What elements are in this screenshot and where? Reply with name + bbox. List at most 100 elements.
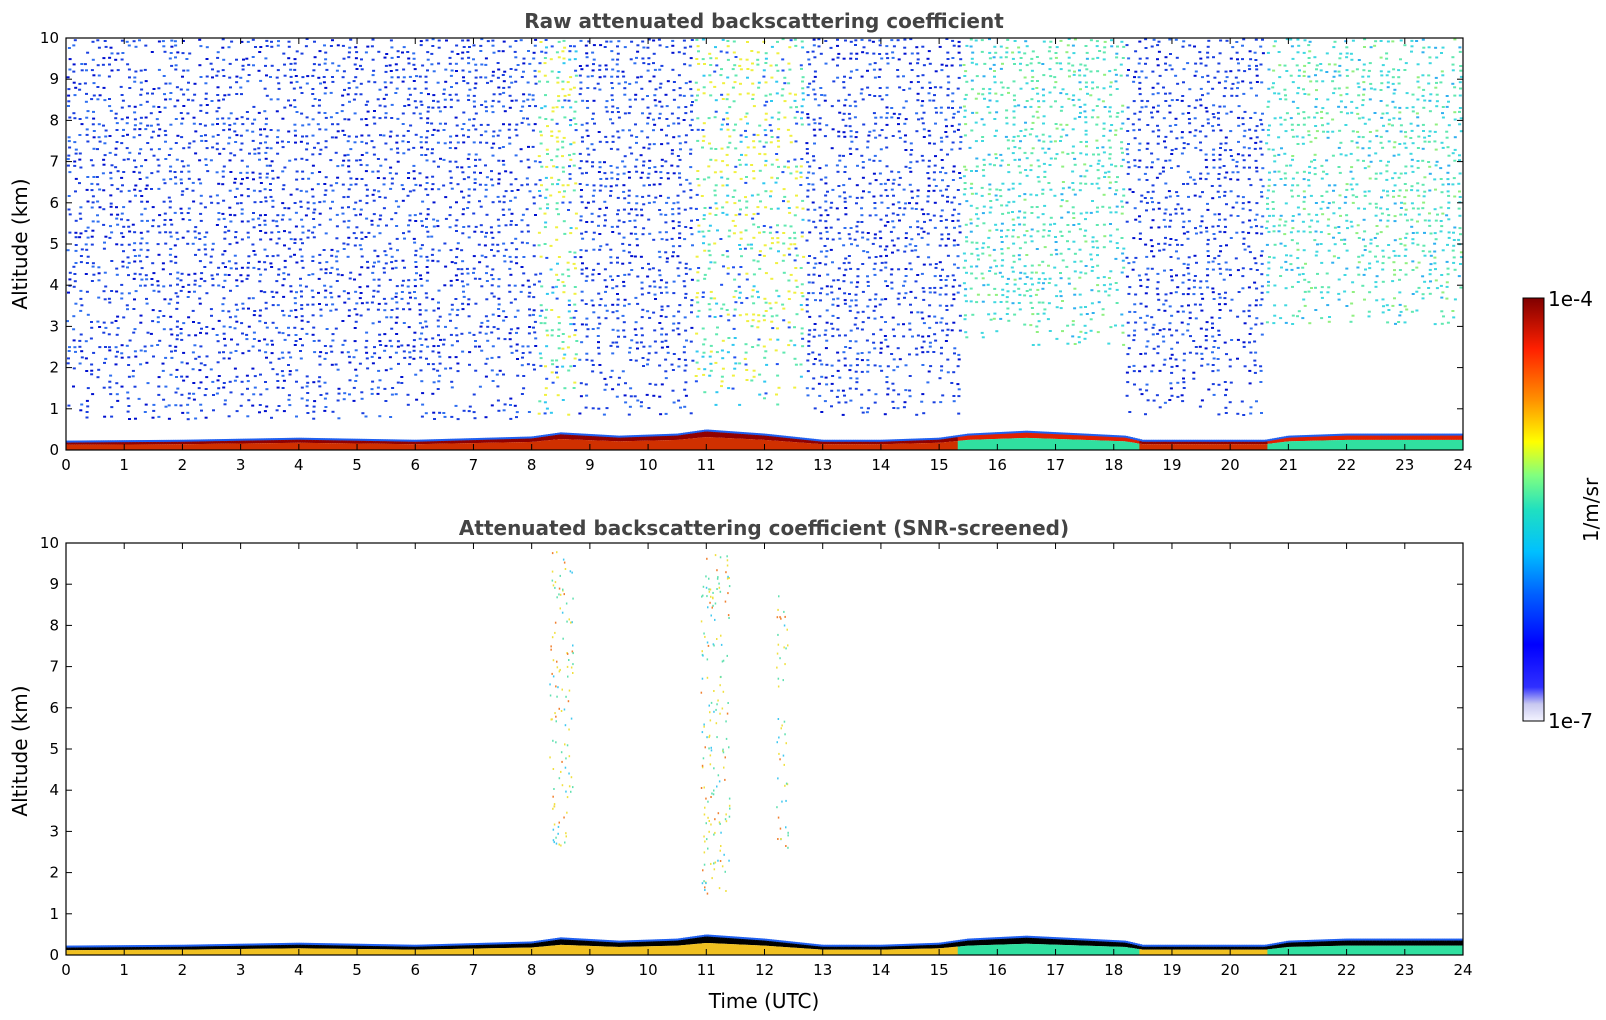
noise-pixel <box>690 299 694 302</box>
noise-pixel <box>164 140 167 143</box>
noise-pixel <box>176 238 180 241</box>
noise-pixel <box>580 172 584 175</box>
noise-pixel <box>104 285 108 288</box>
noise-pixel <box>896 237 900 240</box>
noise-pixel <box>757 320 761 323</box>
noise-pixel <box>406 344 410 347</box>
noise-pixel <box>946 254 950 257</box>
noise-pixel <box>616 275 620 277</box>
noise-pixel <box>403 105 407 107</box>
noise-pixel <box>412 80 416 82</box>
noise-pixel <box>793 214 797 217</box>
noise-pixel <box>623 273 627 276</box>
noise-pixel <box>676 255 680 258</box>
noise-pixel <box>468 118 471 121</box>
noise-pixel <box>307 123 311 126</box>
noise-pixel <box>611 98 614 101</box>
noise-pixel <box>497 50 501 53</box>
noise-pixel <box>855 377 859 380</box>
noise-pixel <box>140 165 143 168</box>
noise-pixel <box>144 403 148 406</box>
noise-pixel <box>611 352 615 355</box>
noise-pixel <box>503 338 507 341</box>
noise-pixel <box>647 201 651 204</box>
noise-pixel <box>108 151 112 154</box>
noise-pixel <box>402 68 406 71</box>
noise-pixel <box>738 244 742 246</box>
noise-pixel <box>628 405 632 408</box>
noise-pixel <box>660 238 664 241</box>
noise-pixel <box>413 331 417 334</box>
noise-pixel <box>677 358 681 361</box>
noise-pixel <box>252 105 256 108</box>
noise-pixel <box>402 308 405 311</box>
noise-pixel <box>812 155 815 158</box>
noise-pixel <box>139 284 142 287</box>
noise-pixel <box>695 296 699 299</box>
noise-pixel <box>182 93 186 96</box>
noise-pixel <box>683 46 687 49</box>
noise-pixel <box>515 248 519 251</box>
noise-pixel <box>120 283 124 286</box>
noise-pixel <box>216 361 220 364</box>
noise-pixel <box>847 233 851 236</box>
noise-pixel <box>282 52 286 55</box>
noise-pixel <box>312 410 316 413</box>
noise-pixel <box>150 136 154 139</box>
noise-pixel <box>683 388 687 391</box>
noise-pixel <box>515 331 518 334</box>
noise-pixel <box>68 146 72 149</box>
noise-pixel <box>799 375 803 378</box>
noise-pixel <box>688 80 692 83</box>
noise-pixel <box>490 178 494 181</box>
noise-pixel <box>305 116 309 119</box>
noise-pixel <box>412 112 416 115</box>
noise-pixel <box>342 248 346 250</box>
noise-pixel <box>263 128 267 131</box>
noise-pixel <box>610 94 614 97</box>
noise-pixel <box>460 128 464 131</box>
noise-pixel <box>204 140 208 142</box>
noise-pixel <box>522 272 526 275</box>
noise-pixel <box>689 148 693 151</box>
noise-pixel <box>768 93 772 96</box>
noise-pixel <box>568 250 572 253</box>
noise-pixel <box>331 200 334 203</box>
noise-pixel <box>764 52 768 55</box>
noise-pixel <box>96 376 100 379</box>
noise-pixel <box>74 177 78 180</box>
noise-pixel <box>229 351 233 354</box>
noise-pixel <box>622 208 626 211</box>
noise-pixel <box>460 166 464 169</box>
noise-pixel <box>892 45 896 48</box>
noise-pixel <box>574 227 578 230</box>
noise-pixel <box>714 46 717 49</box>
noise-pixel <box>824 209 828 212</box>
noise-pixel <box>275 291 279 294</box>
noise-pixel <box>916 99 920 102</box>
noise-pixel <box>849 227 853 229</box>
noise-pixel <box>567 335 571 338</box>
noise-pixel <box>443 242 447 245</box>
noise-pixel <box>861 290 865 293</box>
noise-pixel <box>555 208 559 211</box>
noise-pixel <box>707 303 711 306</box>
noise-pixel <box>122 316 126 319</box>
noise-pixel <box>671 68 675 71</box>
noise-pixel <box>251 345 255 348</box>
noise-pixel <box>216 70 220 73</box>
noise-pixel <box>922 412 926 415</box>
noise-pixel <box>239 86 243 89</box>
noise-pixel <box>484 195 488 198</box>
noise-pixel <box>885 376 889 378</box>
noise-pixel <box>90 206 94 209</box>
noise-pixel <box>598 304 602 307</box>
noise-pixel <box>660 165 664 168</box>
noise-pixel <box>462 46 466 48</box>
noise-pixel <box>162 200 166 203</box>
noise-pixel <box>181 75 184 78</box>
noise-pixel <box>868 63 872 66</box>
noise-pixel <box>660 64 664 67</box>
noise-pixel <box>941 329 945 332</box>
noise-pixel <box>430 253 434 256</box>
